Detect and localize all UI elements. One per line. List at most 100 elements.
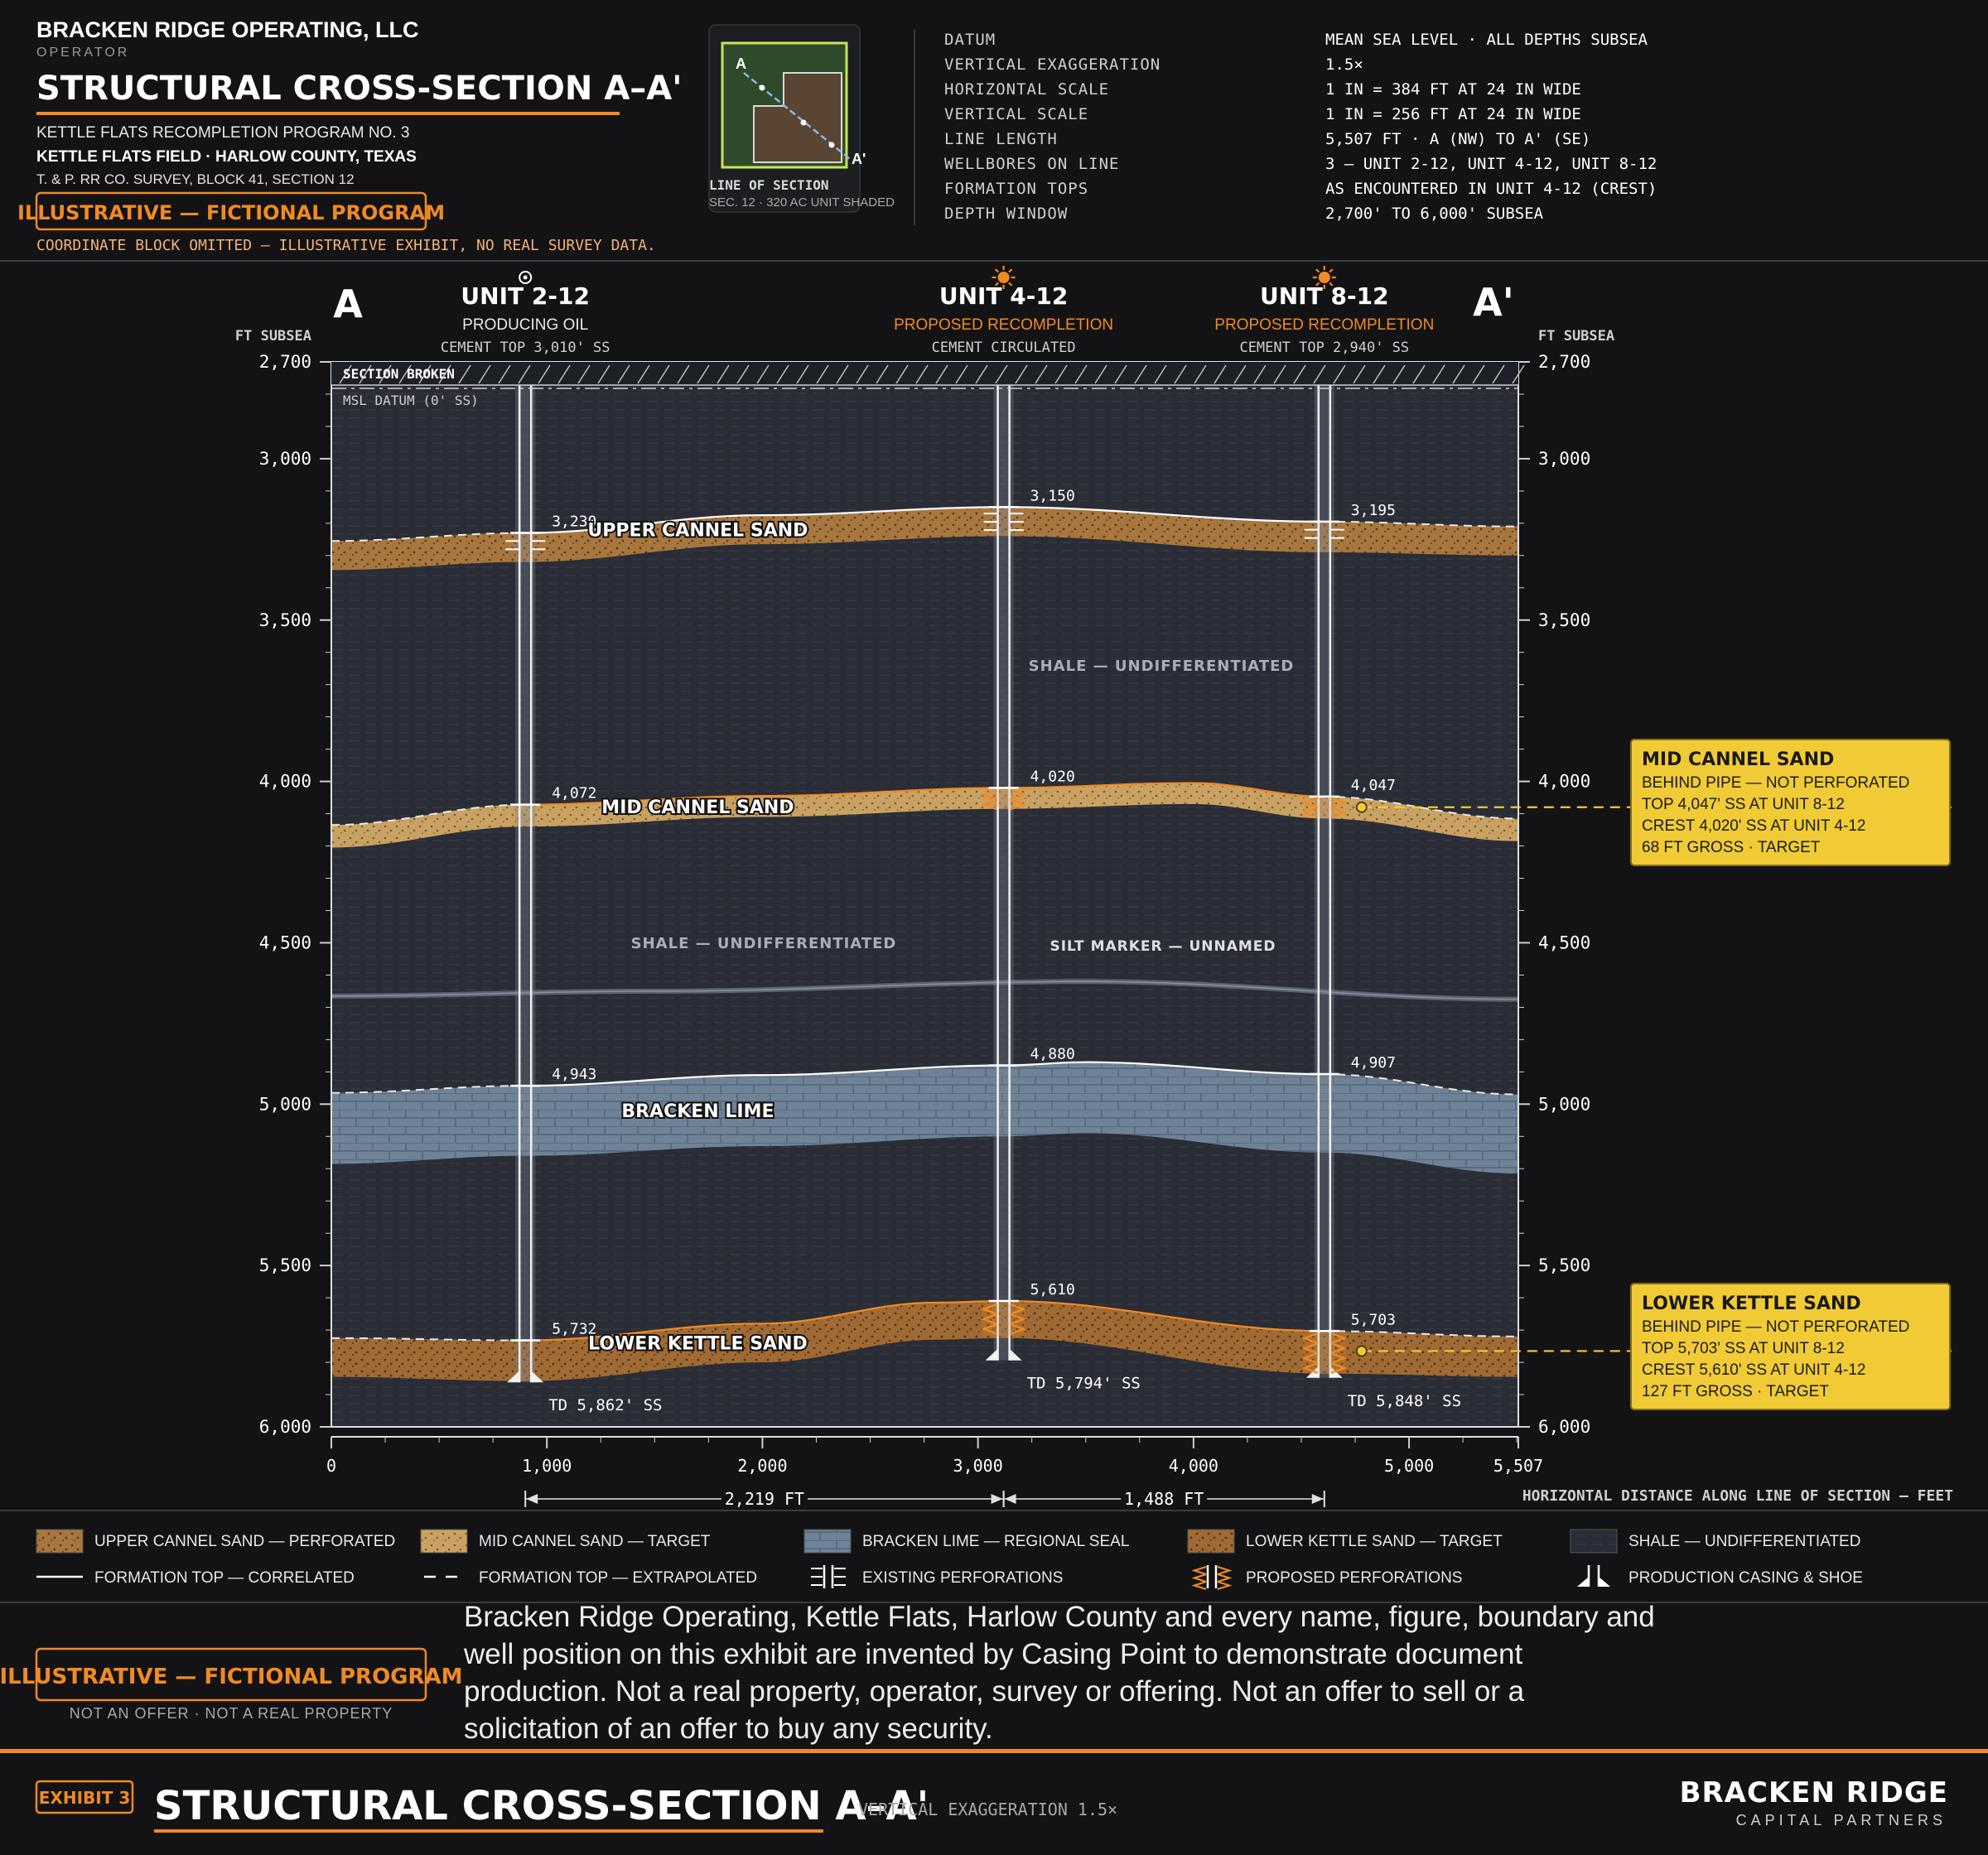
callout-line: 68 FT GROSS · TARGET (1642, 839, 1821, 856)
callout-box (1630, 739, 1951, 866)
formation-top-extrapolated (1322, 1330, 1519, 1337)
y-tick-label-right: 2,700 (1538, 352, 1590, 372)
formation-label: MID CANNEL SAND (601, 797, 794, 818)
well-name: UNIT 4-12 (939, 282, 1069, 310)
exhibit-number: EXHIBIT 3 (39, 1788, 130, 1808)
section-broken-band (331, 362, 1525, 389)
formation-top-correlated (529, 506, 1323, 534)
locator-label-a: A (736, 55, 746, 72)
section-labels: SECTION BROKEN MSL DATUM (0' SS) UPPER CAN… (331, 280, 1525, 1356)
y-tick-label-right: 3,000 (1538, 449, 1590, 469)
legend-swatch (1191, 1565, 1233, 1591)
producing-oil-symbol-dot (523, 275, 528, 280)
x-tick-label: 5,507 (1493, 1456, 1543, 1476)
proposed-perforations (1301, 1332, 1347, 1375)
formation-top-extrapolated (1322, 520, 1519, 528)
x-tick-label: 3,000 (953, 1456, 1003, 1476)
td-label: TD 5,848' SS (1348, 1392, 1461, 1410)
proposed-perforations (981, 1303, 1026, 1337)
legend-item-upper: UPPER CANNEL SAND — PERFORATED (36, 1529, 395, 1554)
formation-top-correlated (529, 1061, 1323, 1087)
legend-swatch (36, 1529, 84, 1554)
disclaimer-badge-text: ILLUSTRATIVE — FICTIONAL PROGRAM (0, 1665, 463, 1689)
disclaimer-badge-sub: NOT AN OFFER · NOT A REAL PROPERTY (70, 1705, 393, 1722)
well-status: PROPOSED RECOMPLETION (1214, 316, 1434, 334)
disclaimer: ILLUSTRATIVE — FICTIONAL PROGRAM NOT AN … (0, 1601, 1655, 1745)
well-name: UNIT 8-12 (1260, 282, 1389, 310)
legend-item-shale: SHALE — UNDIFFERENTIATED (1570, 1529, 1860, 1554)
x-tick-label: 1,000 (522, 1456, 572, 1476)
disclaimer-line-2: well position on this exhibit are invent… (463, 1638, 1523, 1670)
formation-lime (331, 1062, 1518, 1174)
disclaimer-line-4: solicitation of an offer to buy any secu… (464, 1713, 993, 1745)
disclaimer-line-1: Bracken Ridge Operating, Kettle Flats, H… (464, 1601, 1655, 1633)
callout-line: BEHIND PIPE — NOT PERFORATED (1642, 774, 1909, 792)
program-name: KETTLE FLATS RECOMPLETION PROGRAM NO. 3 (36, 124, 409, 142)
formation-lower (331, 1301, 1518, 1381)
formation-top-extrapolated (331, 1337, 530, 1342)
y-tick-label-left: 2,700 (259, 352, 311, 372)
formation-top-value: 5,732 (552, 1321, 596, 1338)
x-tick-label: 4,000 (1169, 1456, 1218, 1476)
spec-key: WELLBORES ON LINE (944, 155, 1119, 173)
field-name: KETTLE FLATS FIELD · HARLOW COUNTY, TEXA… (36, 148, 417, 166)
shale-label: SHALE — UNDIFFERENTIATED (631, 935, 897, 952)
footer: EXHIBIT 3 STRUCTURAL CROSS-SECTION A–A' … (35, 1776, 1947, 1833)
y-tick-label-left: 4,500 (259, 932, 311, 952)
formation-top-extrapolated (1322, 795, 1519, 820)
x-tick-label: 2,000 (737, 1456, 787, 1476)
y-tick-label-right: 5,000 (1538, 1094, 1590, 1114)
cement-top: CEMENT TOP 2,940' SS (1239, 340, 1409, 356)
footer-rule (0, 1749, 1988, 1753)
y-tick-label-right: 5,500 (1538, 1255, 1590, 1275)
legend-swatch (1187, 1529, 1235, 1554)
legend-label: LOWER KETTLE SAND — TARGET (1246, 1533, 1503, 1550)
callout-pin (1356, 1345, 1368, 1357)
formation-top-extrapolated (331, 803, 530, 826)
spec-key: VERTICAL SCALE (944, 105, 1088, 123)
legend-item-perf-proposed: PROPOSED PERFORATIONS (1191, 1565, 1462, 1591)
legend-item-mid: MID CANNEL SAND — TARGET (420, 1529, 711, 1554)
proposed-perforations (1301, 797, 1347, 819)
y-tick-label-right: 4,500 (1538, 932, 1590, 952)
spec-key: VERTICAL EXAGGERATION (944, 55, 1160, 74)
proposed-perforations (981, 788, 1026, 811)
formation-label: LOWER KETTLE SAND (588, 1334, 808, 1355)
formation-top-value: 3,230 (552, 513, 596, 531)
operator-label: OPERATOR (36, 46, 129, 60)
disclaimer-line-3: production. Not a real property, operato… (464, 1675, 1525, 1708)
footer-title: STRUCTURAL CROSS-SECTION A–A' (154, 1783, 929, 1829)
well-spacing-dimension: 1,488 FT (1002, 1487, 1325, 1510)
locator-map: A A' LINE OF SECTION SEC. 12 · 320 AC UN… (708, 24, 895, 213)
callout-box (1630, 1283, 1951, 1410)
spec-table: DATUM MEAN SEA LEVEL · ALL DEPTHS SUBSEA V… (944, 31, 1657, 223)
legend-swatch (803, 1529, 852, 1554)
y-tick-label-left: 4,000 (259, 772, 311, 792)
disclaimer-badge (35, 1647, 427, 1702)
formation-top-value: 4,943 (552, 1066, 596, 1083)
callout-pin (1356, 802, 1368, 813)
existing-perforations (505, 540, 546, 551)
survey-name: T. & P. RR CO. SURVEY, BLOCK 41, SECTION… (36, 171, 355, 187)
legend-item-lime: BRACKEN LIME — REGIONAL SEAL (803, 1529, 1129, 1554)
well-status: PRODUCING OIL (462, 316, 588, 334)
x-tick-label: 5,000 (1384, 1456, 1434, 1476)
spec-value: AS ENCOUNTERED IN UNIT 4-12 (CREST) (1325, 180, 1657, 198)
formation-top-value: 4,880 (1030, 1046, 1075, 1063)
callout-line: TOP 5,703' SS AT UNIT 8-12 (1642, 1340, 1845, 1357)
y-tick-label-left: 3,000 (259, 449, 311, 469)
formation-label: BRACKEN LIME (621, 1101, 774, 1122)
shale-label: SHALE — UNDIFFERENTIATED (1029, 658, 1295, 675)
formation-top-value: 3,150 (1030, 487, 1075, 504)
formation-top-value: 4,047 (1351, 777, 1396, 794)
formation-top-correlated (529, 1299, 1323, 1342)
spec-value: 1 IN = 256 FT AT 24 IN WIDE (1325, 105, 1581, 123)
formation-layers (331, 506, 1519, 1381)
spec-key: FORMATION TOPS (944, 180, 1088, 198)
well-spacing-label: 2,219 FT (725, 1489, 804, 1509)
spec-key: HORIZONTAL SCALE (944, 80, 1109, 99)
callouts: MID CANNEL SAND BEHIND PIPE — NOT PERFORA… (1356, 739, 1955, 1410)
cement-top: CEMENT CIRCULATED (932, 340, 1076, 356)
spec-key: LINE LENGTH (944, 130, 1058, 148)
